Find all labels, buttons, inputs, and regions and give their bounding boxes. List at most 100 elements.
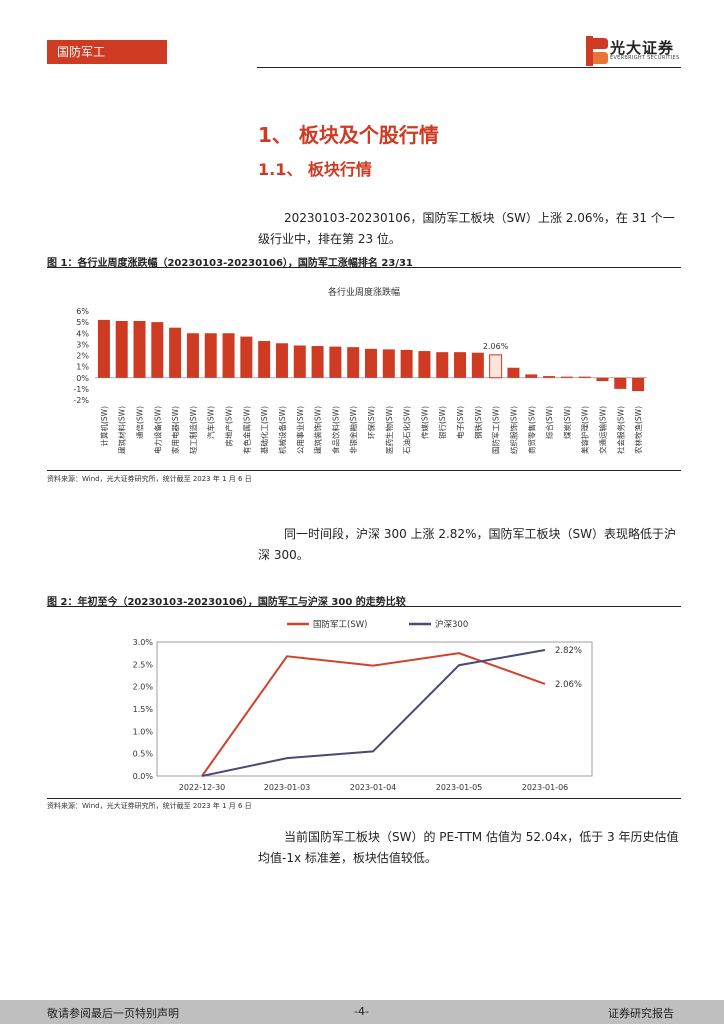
chart1-category-label: 石油石化(SW) — [402, 406, 412, 454]
footer-disclaimer: 敬请参阅最后一页特别声明 — [47, 1007, 179, 1020]
chart1-bar — [311, 346, 324, 378]
chart2-ytick: 2.5% — [133, 660, 154, 669]
subsection-heading: 1.1、 板块行情 — [258, 160, 372, 179]
chart1-bar — [258, 341, 271, 378]
chart1-category-label: 传媒(SW) — [419, 406, 429, 439]
figure2-source: 资料来源：Wind，光大证券研究所，统计截至 2023 年 1 月 6 日 — [47, 802, 252, 810]
chart1-category-label: 美容护理(SW) — [580, 406, 590, 454]
chart2-ytick: 3.0% — [133, 638, 154, 647]
chart1-ytick: 3% — [76, 340, 89, 349]
chart1-category-label: 家用电器(SW) — [170, 406, 180, 454]
chart2-legend-label: 沪深300 — [435, 619, 468, 630]
chart1-category-label: 机械设备(SW) — [277, 406, 287, 454]
chart1-category-label: 银行(SW) — [437, 406, 447, 439]
section-heading: 1、 板块及个股行情 — [258, 123, 439, 147]
page-number: -4- — [354, 1005, 369, 1018]
chart2-xtick: 2023-01-05 — [436, 783, 483, 792]
chart1-bar — [596, 377, 609, 382]
chart2-end-label: 2.06% — [555, 680, 582, 690]
chart2-ytick: 0.5% — [133, 750, 154, 759]
chart2-ytick: 1.5% — [133, 705, 154, 714]
chart1-bar — [382, 349, 395, 378]
figure1-top-rule — [47, 267, 681, 268]
chart1-category-label: 农林牧渔(SW) — [633, 406, 643, 454]
chart1-category-label: 非银金融(SW) — [348, 406, 358, 454]
chart1-category-label: 基础化工(SW) — [259, 406, 269, 454]
chart1-bar — [525, 374, 538, 378]
chart1-category-label: 国防军工(SW) — [491, 406, 501, 454]
chart1-category-label: 纺织服饰(SW) — [508, 406, 518, 454]
chart1-category-label: 医药生物(SW) — [384, 406, 394, 454]
chart1-category-label: 综合(SW) — [544, 406, 554, 439]
chart1-bar — [275, 343, 288, 378]
chart1-category-label: 商贸零售(SW) — [526, 406, 536, 454]
chart1-category-label: 煤炭(SW) — [562, 406, 572, 439]
chart1-bar — [507, 367, 520, 378]
chart2-xtick: 2022-12-30 — [179, 783, 226, 792]
chart1-category-label: 汽车(SW) — [206, 406, 216, 439]
chart2-series-line — [201, 652, 546, 777]
figure2-bottom-rule — [47, 798, 681, 799]
chart2-xtick: 2023-01-03 — [264, 783, 311, 792]
chart1-ytick: 6% — [76, 307, 89, 316]
chart2-end-label: 2.82% — [555, 646, 582, 656]
chart1-category-label: 有色金属(SW) — [241, 406, 251, 454]
chart1-bar — [222, 333, 235, 378]
chart2-legend-label: 国防军工(SW) — [313, 619, 367, 630]
chart1-category-label: 房地产(SW) — [224, 406, 234, 447]
header-rule — [257, 67, 681, 68]
chart1-category-label: 轻工制造(SW) — [188, 406, 198, 454]
chart1-category-label: 通信(SW) — [135, 406, 145, 439]
paragraph-valuation: 当前国防军工板块（SW）的 PE-TTM 估值为 52.04x，低于 3 年历史… — [258, 830, 679, 865]
chart1-ytick: -2% — [73, 396, 89, 405]
chart1-bar — [133, 321, 146, 378]
chart2-plot-frame — [156, 641, 593, 777]
chart1-category-label: 公用事业(SW) — [295, 406, 305, 454]
chart1-bar — [347, 347, 360, 378]
chart2-ytick: 2.0% — [133, 683, 154, 692]
chart1-bar — [418, 351, 431, 378]
chart1-bar — [115, 321, 128, 378]
chart1-highlight-label: 2.06% — [483, 342, 509, 351]
chart1-ytick: 5% — [76, 318, 89, 327]
chart1-category-label: 建筑装饰(SW) — [313, 406, 323, 454]
chart1-bar — [240, 336, 253, 378]
chart1-bar — [329, 346, 342, 378]
section-tag: 国防军工 — [47, 40, 167, 64]
chart1-bar — [471, 352, 484, 378]
chart1-ytick: 1% — [76, 363, 89, 372]
chart1-bar — [97, 319, 110, 378]
brand-logo-icon — [586, 36, 608, 66]
chart1-ytick: -1% — [73, 385, 89, 394]
chart1-category-label: 建筑材料(SW) — [117, 406, 127, 454]
industry-weekly-bar-chart: 各行业周度涨跌幅 -2% -1% 0% 1% 2% 3% 4% 5% 6% 计算机(SW) 建筑材料(… — [73, 286, 647, 454]
figure2-top-rule — [47, 606, 681, 607]
chart1-bar — [365, 348, 377, 378]
chart1-bar — [560, 376, 573, 378]
paragraph-sector-performance: 20230103-20230106，国防军工板块（SW）上涨 2.06%，在 3… — [258, 211, 675, 246]
chart1-bar — [400, 349, 413, 378]
chart2-series-line — [201, 649, 546, 777]
chart1-category-label: 社会服务(SW) — [615, 406, 625, 454]
chart1-ytick: 2% — [76, 352, 89, 361]
brand-name: 光大证券 — [610, 39, 675, 57]
paragraph-index-comparison: 同一时间段，沪深 300 上涨 2.82%，国防军工板块（SW）表现略低于沪深 … — [258, 527, 676, 562]
chart1-category-label: 环保(SW) — [367, 406, 376, 439]
trend-comparison-line-chart: 国防军工(SW) 沪深300 0.0% 0.5% 1.0% 1.5% 2.0% 2.5% 3.0… — [133, 619, 593, 792]
chart1-category-label: 食品饮料(SW) — [330, 406, 340, 454]
chart1-bar — [454, 352, 467, 378]
chart1-bar — [204, 333, 217, 378]
chart2-ytick: 1.0% — [133, 727, 154, 736]
chart2-xtick: 2023-01-04 — [350, 783, 397, 792]
chart1-bar — [436, 352, 449, 378]
figure1-bottom-rule — [47, 470, 681, 471]
chart1-bar — [632, 377, 645, 392]
figure1-source: 资料来源：Wind，光大证券研究所，统计截至 2023 年 1 月 6 日 — [47, 475, 252, 483]
chart1-bar — [151, 322, 164, 378]
chart1-category-label: 钢铁(SW) — [473, 406, 483, 439]
chart1-bar — [293, 345, 306, 378]
chart1-bar — [578, 376, 591, 378]
chart1-category-label: 电力设备(SW) — [152, 406, 162, 454]
footer-report-type: 证券研究报告 — [608, 1007, 674, 1020]
chart1-category-label: 计算机(SW) — [99, 406, 109, 447]
